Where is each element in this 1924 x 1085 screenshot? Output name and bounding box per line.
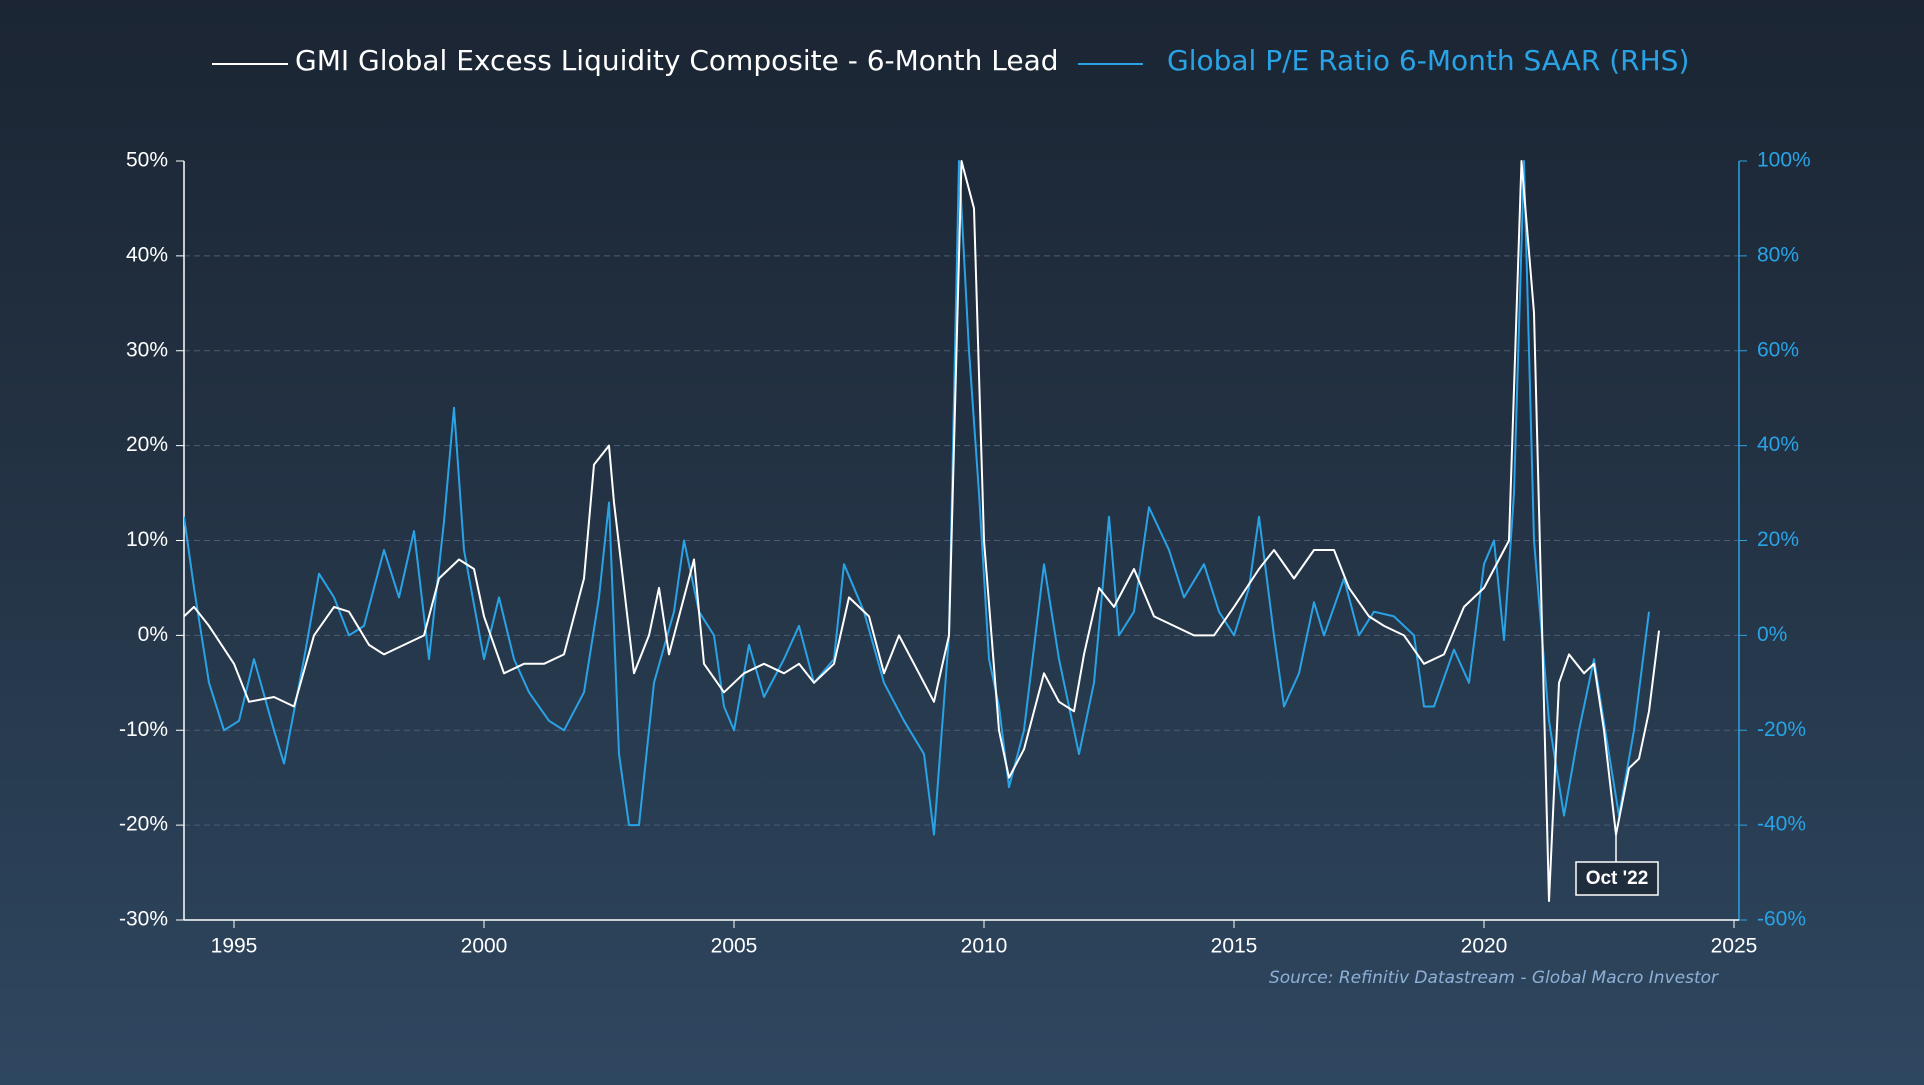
y2-tick-label: -20% (1757, 718, 1806, 741)
y2-tick-label: -40% (1757, 813, 1806, 836)
x-tick-label: 2015 (1211, 935, 1258, 958)
y2-tick-label: 100% (1757, 149, 1811, 172)
annotation-box (1575, 861, 1659, 896)
y-tick-label: -10% (119, 718, 168, 741)
y2-tick-label: 80% (1757, 243, 1799, 266)
y2-tick-label: 60% (1757, 338, 1799, 361)
y-tick-label: 0% (138, 623, 168, 646)
y2-tick-label: 40% (1757, 433, 1799, 456)
y2-tick-label: -60% (1757, 908, 1806, 931)
y-tick-label: -20% (119, 813, 168, 836)
y2-tick-label: 20% (1757, 528, 1799, 551)
x-tick-label: 2005 (711, 935, 758, 958)
annotation-text: Oct '22 (1586, 868, 1649, 889)
y2-tick-label: 0% (1757, 623, 1787, 646)
y-tick-label: 30% (126, 338, 168, 361)
legend-label: Global P/E Ratio 6-Month SAAR (RHS) (1167, 44, 1689, 77)
series-line (184, 160, 1660, 902)
y-tick-label: 40% (126, 243, 168, 266)
series-line (184, 160, 1650, 836)
y-tick-label: -30% (119, 908, 168, 931)
x-tick-label: 1995 (211, 935, 258, 958)
y-tick-label: 20% (126, 433, 168, 456)
x-tick-label: 2000 (461, 935, 508, 958)
legend-label: GMI Global Excess Liquidity Composite - … (295, 44, 1059, 77)
x-tick-label: 2010 (961, 935, 1008, 958)
source-note: Source: Refinitiv Datastream - Global Ma… (1269, 968, 1719, 988)
x-tick-label: 2025 (1711, 935, 1758, 958)
y-tick-label: 50% (126, 149, 168, 172)
x-tick-label: 2020 (1461, 935, 1508, 958)
y-tick-label: 10% (126, 528, 168, 551)
